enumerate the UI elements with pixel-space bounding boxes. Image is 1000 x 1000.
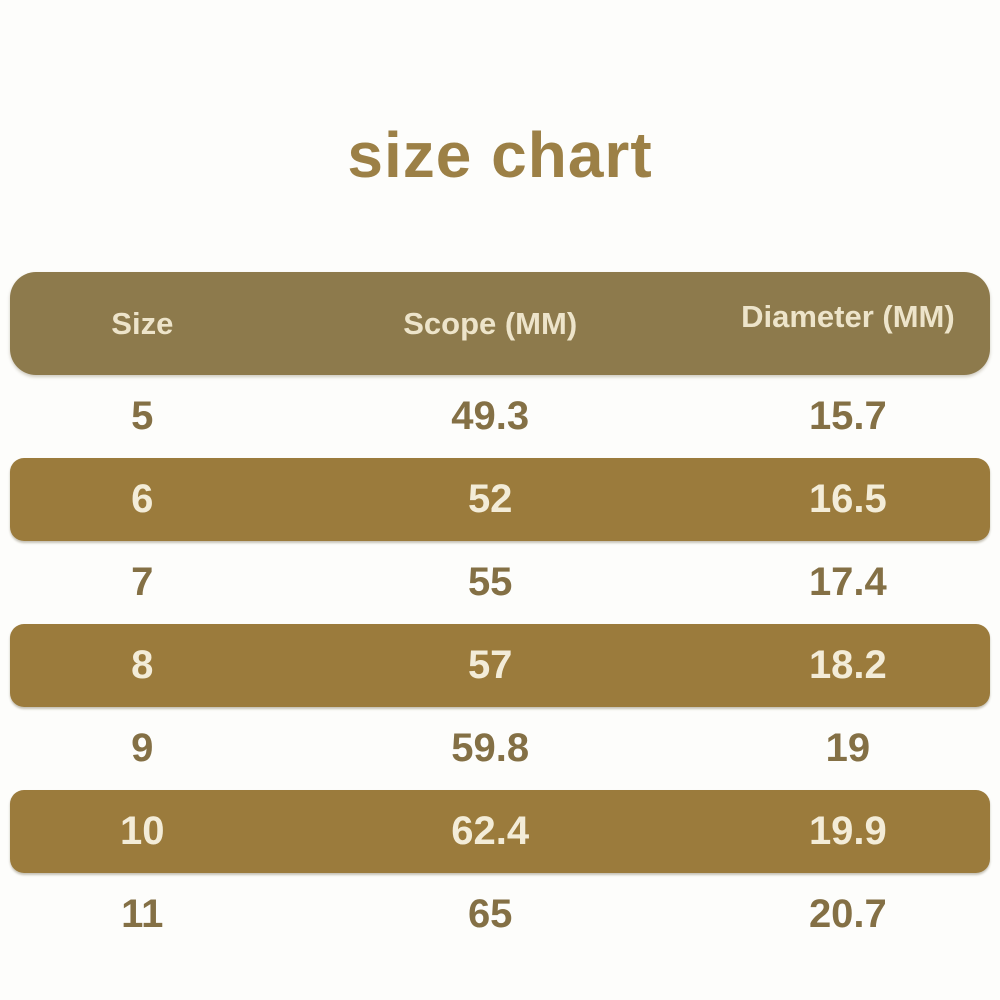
cell-scope: 52: [467, 477, 513, 521]
cell-diameter: 20.7: [808, 892, 887, 936]
cell-size: 5: [131, 394, 154, 438]
cell-scope: 55: [467, 560, 513, 604]
cell-size: 6: [131, 477, 154, 521]
table-row: 11 65 20.7: [10, 873, 990, 956]
cell-scope: 65: [467, 892, 513, 936]
column-header-size: Size: [111, 305, 174, 341]
table-row: 10 62.4 19.9: [10, 790, 990, 873]
table-row: 5 49.3 15.7: [10, 375, 990, 458]
cell-scope: 59.8: [451, 726, 530, 770]
cell-scope: 57: [467, 643, 513, 687]
size-chart-table: Size Scope (MM) Diameter (MM) 5 49.3 15.…: [10, 272, 990, 956]
cell-size: 9: [131, 726, 154, 770]
table-row: 6 52 16.5: [10, 458, 990, 541]
table-row: 8 57 18.2: [10, 624, 990, 707]
cell-size: 8: [131, 643, 154, 687]
column-header-diameter: Diameter (MM): [741, 298, 955, 334]
cell-diameter: 15.7: [808, 394, 887, 438]
table-row: 7 55 17.4: [10, 541, 990, 624]
cell-scope: 49.3: [451, 394, 530, 438]
cell-diameter: 16.5: [808, 477, 887, 521]
cell-diameter: 19: [825, 726, 871, 770]
column-header-scope: Scope (MM): [403, 305, 578, 341]
cell-diameter: 19.9: [808, 809, 887, 853]
cell-size: 11: [121, 892, 164, 936]
page-title: size chart: [347, 119, 653, 191]
cell-scope: 62.4: [451, 809, 530, 853]
table-row: 9 59.8 19: [10, 707, 990, 790]
cell-size: 7: [131, 560, 154, 604]
table-header-row: Size Scope (MM) Diameter (MM): [10, 272, 990, 375]
cell-diameter: 17.4: [808, 560, 887, 604]
cell-diameter: 18.2: [808, 643, 887, 687]
cell-size: 10: [120, 809, 165, 853]
